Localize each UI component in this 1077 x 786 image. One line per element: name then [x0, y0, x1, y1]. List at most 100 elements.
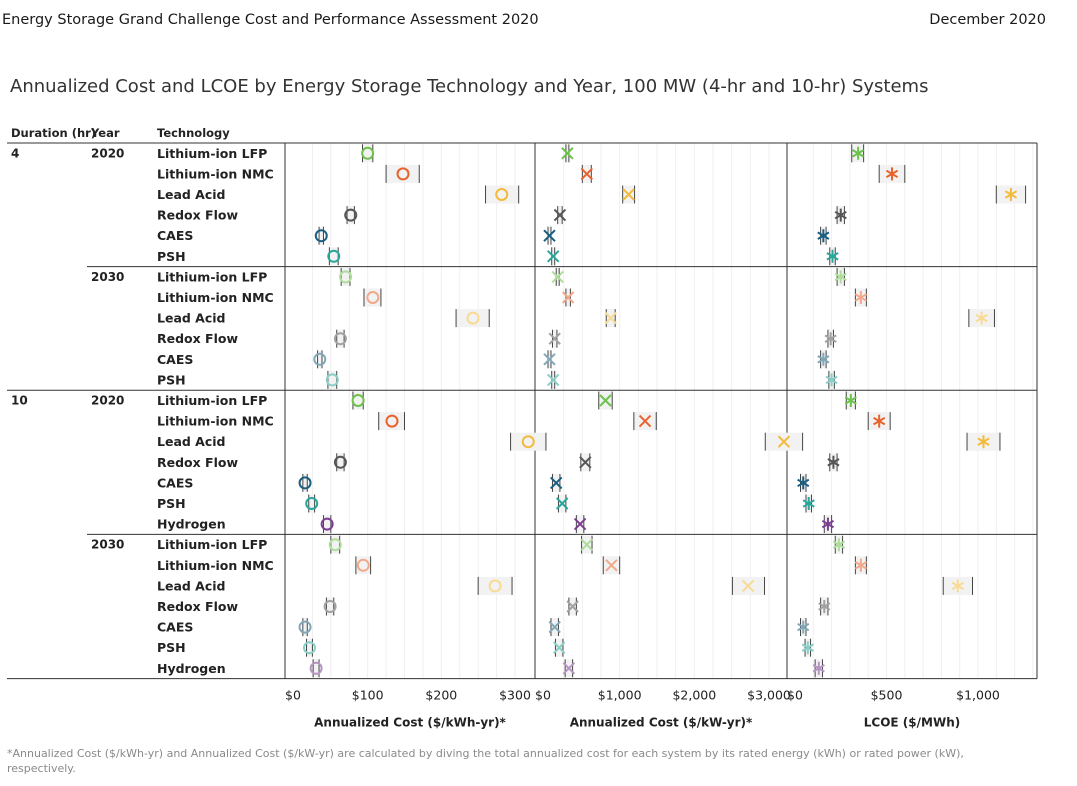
data-point-circle: [495, 188, 509, 201]
data-point-asterisk: [885, 167, 899, 181]
tick-label: $0: [535, 688, 551, 703]
data-point-x: [549, 476, 563, 490]
range-band: [336, 329, 345, 348]
data-point-x: [579, 456, 592, 469]
data-point-asterisk: [834, 208, 847, 222]
data-point-asterisk: [826, 249, 839, 263]
technology-label: PSH: [157, 640, 186, 655]
range-band: [347, 206, 355, 225]
tick-label: $1,000: [956, 688, 1000, 703]
dot-plot-chart: 4 2020 Lithium-ion LFP Lithium-ion NMC Lead …: [7, 142, 1038, 730]
year-label: 2020: [91, 146, 124, 160]
data-point-asterisk: [817, 229, 830, 243]
technology-label: Redox Flow: [157, 599, 238, 614]
technology-label: CAES: [157, 620, 193, 635]
tick-label: $3,000: [747, 688, 791, 703]
technology-label: PSH: [157, 496, 186, 511]
range-band: [323, 515, 331, 534]
data-point-asterisk: [975, 311, 988, 325]
data-point-x: [555, 497, 569, 510]
tick-label: $200: [425, 688, 457, 703]
data-point-asterisk: [827, 455, 840, 469]
range-band: [329, 247, 339, 266]
data-point-circle: [333, 455, 347, 469]
data-point-asterisk: [951, 579, 964, 593]
data-point-circle: [302, 641, 316, 655]
data-point-x: [741, 579, 755, 593]
data-point-asterisk: [802, 497, 815, 510]
data-point-asterisk: [817, 352, 830, 366]
document-date: December 2020: [929, 12, 1046, 28]
range-band: [485, 185, 519, 204]
range-band: [510, 432, 546, 451]
technology-label: Lead Acid: [157, 434, 226, 449]
data-point-x: [580, 538, 594, 551]
data-point-x: [573, 517, 587, 531]
data-point-asterisk: [1004, 188, 1018, 201]
technology-label: CAES: [157, 228, 193, 243]
data-point-circle: [466, 311, 480, 325]
axis-title: Annualized Cost ($/kWh-yr)*: [314, 716, 506, 730]
data-point-x: [551, 270, 564, 284]
technology-label: CAES: [157, 475, 193, 490]
data-point-x: [777, 435, 791, 448]
range-band: [378, 412, 405, 431]
data-point-circle: [356, 558, 370, 572]
technology-label: Lead Acid: [157, 578, 226, 593]
data-point-circle: [488, 579, 502, 593]
chart-title: Annualized Cost and LCOE by Energy Stora…: [10, 76, 929, 97]
data-point-circle: [385, 414, 399, 428]
range-band: [341, 267, 350, 286]
data-point-circle: [521, 435, 535, 449]
range-band: [478, 576, 513, 595]
year-label: 2030: [91, 538, 124, 552]
technology-label: Lithium-ion LFP: [157, 537, 267, 552]
data-point-circle: [325, 373, 339, 387]
tick-label: $300: [499, 688, 531, 703]
data-point-x: [547, 250, 560, 263]
data-point-x: [548, 620, 561, 634]
range-band: [362, 144, 373, 163]
footnote: *Annualized Cost ($/kWh-yr) and Annualiz…: [7, 747, 964, 775]
technology-label: Lithium-ion LFP: [157, 269, 267, 284]
range-band: [302, 473, 308, 492]
range-band: [306, 638, 313, 657]
technology-label: Lithium-ion NMC: [157, 414, 274, 429]
data-point-circle: [313, 352, 327, 366]
data-point-x: [562, 662, 576, 675]
data-point-circle: [305, 497, 319, 510]
technology-label: Hydrogen: [157, 517, 226, 532]
data-point-circle: [320, 517, 334, 531]
range-band: [302, 618, 308, 637]
data-point-asterisk: [821, 517, 835, 531]
data-point-asterisk: [818, 600, 831, 613]
column-header-technology: Technology: [157, 126, 230, 140]
data-point-asterisk: [832, 538, 846, 552]
document-title: Energy Storage Grand Challenge Cost and …: [2, 12, 539, 28]
tick-label: $1,000: [598, 688, 642, 703]
data-point-circle: [361, 146, 375, 160]
data-point-asterisk: [797, 620, 810, 634]
range-band: [336, 453, 345, 472]
data-point-x: [552, 641, 566, 654]
data-point-x: [543, 229, 556, 242]
data-point-circle: [327, 249, 341, 263]
data-point-asterisk: [824, 332, 837, 346]
data-point-circle: [396, 167, 410, 181]
data-point-asterisk: [801, 641, 814, 655]
year-label: 2020: [91, 394, 124, 408]
technology-label: Lithium-ion LFP: [157, 393, 267, 408]
data-point-circle: [344, 208, 358, 222]
data-point-x: [566, 600, 579, 613]
data-point-circle: [366, 291, 380, 304]
data-point-x: [638, 414, 652, 428]
tick-label: $0: [285, 688, 301, 703]
tick-label: $500: [871, 688, 903, 703]
technology-label: Hydrogen: [157, 661, 226, 676]
technology-label: CAES: [157, 352, 193, 367]
data-point-asterisk: [825, 373, 838, 387]
technology-label: Redox Flow: [157, 455, 238, 470]
data-point-asterisk: [844, 394, 857, 407]
data-point-asterisk: [852, 146, 865, 160]
data-point-asterisk: [812, 661, 825, 675]
